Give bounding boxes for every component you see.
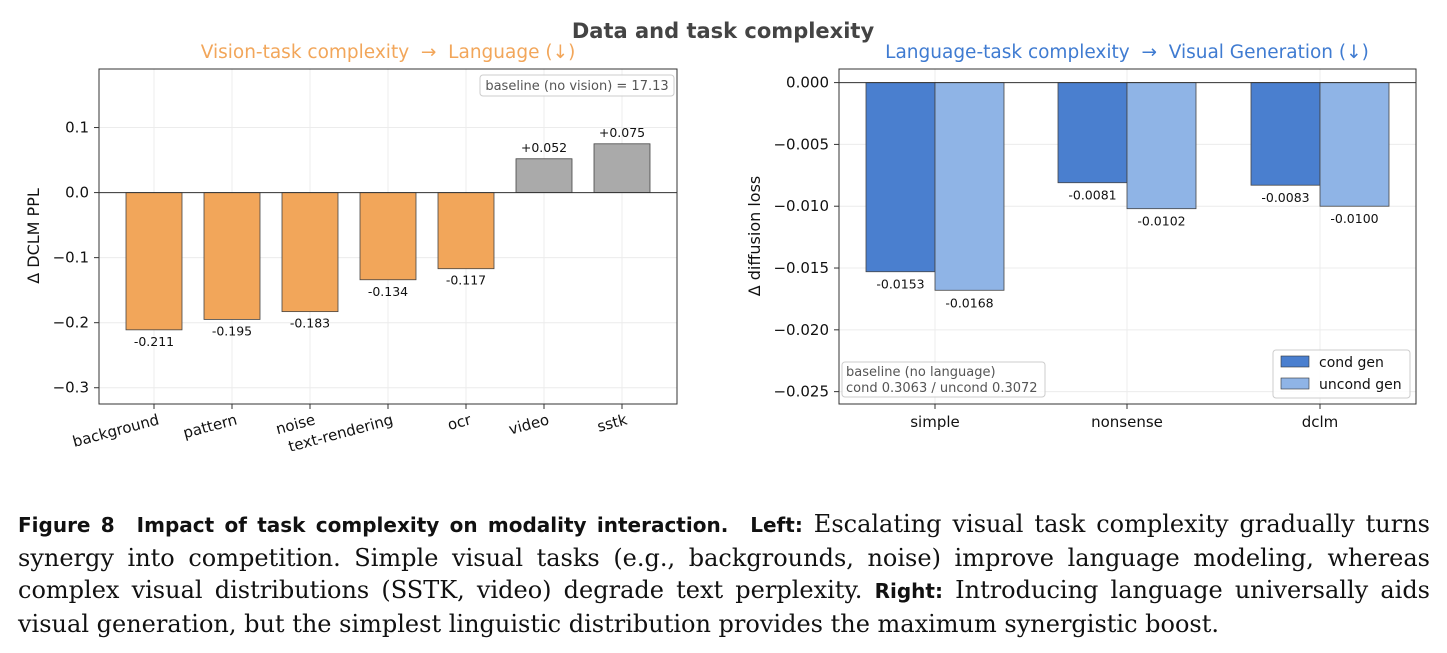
right-baseline-box: [841, 361, 1046, 398]
left-y-axis-label: Δ DCLM PPL: [24, 188, 43, 284]
right-y-axis-label: Δ diffusion loss: [745, 176, 764, 297]
left-bar-background: [125, 192, 183, 331]
right-bar-simple-cond: [865, 82, 936, 273]
left-ytick-label: −0.2: [53, 314, 89, 332]
right-value-label: -0.0168: [945, 295, 993, 310]
left-value-label: -0.183: [290, 316, 330, 331]
right-value-label: -0.0100: [1330, 211, 1378, 226]
left-ytick-label: 0.0: [65, 184, 89, 202]
right-ytick-label: −0.010: [773, 197, 829, 215]
left-value-label: -0.211: [134, 334, 174, 349]
suptitle: Data and task complexity: [572, 19, 875, 43]
caption-right-text: Introducing language universally aids vi…: [18, 576, 1430, 638]
right-bar-nonsense-cond: [1057, 82, 1128, 184]
right-x-axis: simple nonsense dclm: [910, 404, 1338, 431]
left-xtick-label: video: [507, 410, 551, 438]
left-value-label: -0.195: [212, 323, 252, 338]
left-ytick-label: 0.1: [65, 119, 89, 137]
right-y-axis: 0.000 −0.005 −0.010 −0.015 −0.020 −0.025: [773, 74, 839, 401]
right-ytick-label: −0.015: [773, 259, 829, 277]
left-xtick-label: ocr: [446, 410, 474, 434]
right-xtick-label: dclm: [1302, 413, 1339, 431]
right-value-labels: -0.0153 -0.0081 -0.0083 -0.0168 -0.0102 -0.01…: [876, 188, 1378, 311]
figure-canvas: Data and task complexity Vision-task com…: [24, 19, 1417, 456]
left-value-label: -0.134: [368, 284, 408, 299]
caption-figure-label: Figure 8: [18, 513, 115, 537]
left-ytick-label: −0.3: [53, 379, 89, 397]
left-value-label: -0.117: [446, 273, 486, 288]
left-xtick-label: pattern: [181, 410, 239, 442]
right-xtick-label: simple: [910, 413, 960, 431]
left-chart-title: Vision-task complexity → Language (↓): [201, 42, 576, 63]
left-xtick-label: background: [71, 410, 161, 450]
legend-label-uncond-gen: uncond gen: [1319, 377, 1402, 393]
left-bar-ocr: [437, 192, 495, 270]
left-baseline-annotation: baseline (no vision) = 17.13: [485, 79, 668, 94]
legend-swatch-cond-gen: [1280, 355, 1310, 368]
left-bar-sstk: [593, 143, 651, 193]
right-value-label: -0.0083: [1261, 190, 1309, 205]
right-chart-title: Language-task complexity → Visual Genera…: [885, 42, 1369, 63]
left-bar-text-rendering: [359, 192, 417, 281]
right-baseline-line-2: cond 0.3063 / uncond 0.3072: [846, 381, 1038, 396]
right-bar-simple-uncond: [934, 82, 1005, 291]
right-bars: [865, 82, 1390, 291]
right-baseline-line-1: baseline (no language): [846, 365, 996, 380]
caption-left-label: Left:: [750, 513, 803, 537]
right-ytick-label: −0.020: [773, 321, 829, 339]
left-bar-noise: [281, 192, 339, 313]
right-ytick-label: 0.000: [786, 74, 829, 92]
legend-label-cond-gen: cond gen: [1319, 355, 1384, 371]
right-value-label: -0.0153: [876, 277, 924, 292]
left-bars: [125, 143, 651, 331]
left-ytick-label: −0.1: [53, 249, 89, 267]
caption-left-text: Escalating visual task complexity gradua…: [18, 510, 1430, 604]
right-bar-dclm-uncond: [1319, 82, 1390, 207]
caption-right-label: Right:: [874, 579, 943, 603]
left-bar-video: [515, 158, 573, 193]
legend-swatch-uncond-gen: [1280, 377, 1310, 390]
left-value-label: +0.075: [599, 125, 645, 140]
right-chart: Language-task complexity → Visual Genera…: [745, 42, 1417, 431]
right-xtick-label: nonsense: [1091, 413, 1163, 431]
right-ytick-label: −0.025: [773, 383, 829, 401]
right-bar-nonsense-uncond: [1126, 82, 1197, 210]
left-value-label: +0.052: [521, 140, 567, 155]
left-baseline-box: [479, 74, 675, 97]
left-bar-pattern: [203, 192, 261, 320]
right-bar-dclm-cond: [1250, 82, 1321, 186]
left-y-axis: −0.3 −0.2 −0.1 0.0 0.1: [53, 119, 99, 397]
right-legend: cond gen uncond gen: [1272, 349, 1411, 399]
right-value-label: -0.0081: [1068, 188, 1116, 203]
caption-bold-title: Impact of task complexity on modality in…: [136, 513, 729, 537]
left-xtick-label: sstk: [595, 410, 629, 435]
right-value-label: -0.0102: [1137, 214, 1185, 229]
left-value-labels: -0.211 -0.195 -0.183 -0.134 -0.117 +0.052 +0.0…: [134, 125, 645, 349]
right-ytick-label: −0.005: [773, 135, 829, 153]
left-chart: Vision-task complexity → Language (↓) −0…: [24, 42, 678, 456]
figure-caption: Figure 8 Impact of task complexity on mo…: [18, 508, 1430, 640]
